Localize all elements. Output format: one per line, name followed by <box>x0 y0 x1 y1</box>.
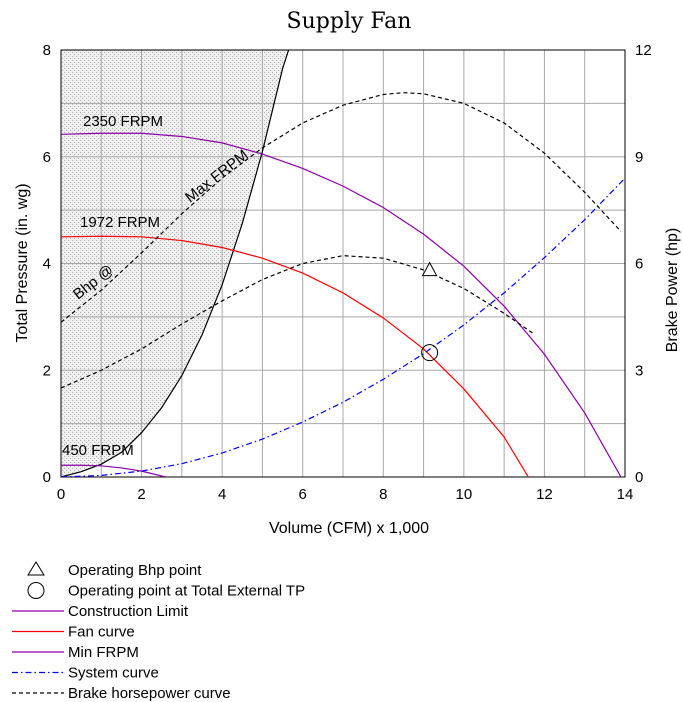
y-tick-label: 4 <box>43 256 51 273</box>
legend-item: Operating point at Total External TP <box>27 582 305 600</box>
x-tick-label: 8 <box>379 486 387 503</box>
y2-tick-label: 3 <box>635 362 643 379</box>
chart-title: Supply Fan <box>287 9 412 34</box>
min-frpm-line <box>61 464 166 477</box>
y-tick-label: 6 <box>43 149 51 166</box>
max-frpm-label: 2350 FRPM <box>83 113 163 130</box>
legend-label: System curve <box>68 665 159 682</box>
legend-circle-icon <box>27 582 45 599</box>
construction-limit-line <box>61 50 290 477</box>
x-tick-label: 2 <box>137 486 145 503</box>
legend-item: Brake horsepower curve <box>12 685 231 702</box>
min-frpm-label: 450 FRPM <box>62 442 134 459</box>
plot-frame <box>60 49 626 478</box>
fan-curve-line <box>61 235 529 477</box>
y2-axis-label: Brake Power (hp) <box>664 228 681 353</box>
legend-item: Fan curve <box>12 624 135 641</box>
legend-item: System curve <box>12 665 159 682</box>
legend-label: Operating point at Total External TP <box>68 583 305 600</box>
legend: Operating Bhp point Operating point at To… <box>12 561 305 702</box>
legend-label: Fan curve <box>68 624 135 641</box>
legend-label: Construction Limit <box>68 603 189 620</box>
x-tick-label: 6 <box>299 486 307 503</box>
operating-tp-marker <box>421 344 439 362</box>
x-tick-label: 0 <box>57 486 65 503</box>
y2-tick-label: 12 <box>635 42 652 59</box>
x-tick-label: 12 <box>536 486 553 503</box>
legend-triangle-icon <box>27 561 45 576</box>
x-tick-label: 10 <box>456 486 473 503</box>
y-axis-label: Total Pressure (in. wg) <box>14 183 31 342</box>
legend-item: Construction Limit <box>12 603 189 620</box>
y-tick-label: 0 <box>43 469 51 486</box>
y2-tick-label: 0 <box>635 469 643 486</box>
max-frpm-line <box>61 132 622 477</box>
operating-bhp-marker <box>421 261 438 277</box>
fan-frpm-label: 1972 FRPM <box>80 214 160 231</box>
x-tick-label: 14 <box>617 486 634 503</box>
y2-tick-label: 6 <box>635 256 643 273</box>
legend-label: Min FRPM <box>68 644 139 661</box>
legend-item: Operating Bhp point <box>27 561 202 579</box>
y-tick-label: 2 <box>43 362 51 379</box>
x-axis-label: Volume (CFM) x 1,000 <box>269 520 429 537</box>
bhp-max-line <box>61 92 622 323</box>
x-tick-label: 4 <box>218 486 226 503</box>
legend-item: Min FRPM <box>12 644 139 661</box>
y-tick-label: 8 <box>43 42 51 59</box>
y2-tick-label: 9 <box>635 149 643 166</box>
legend-label: Operating Bhp point <box>68 562 202 579</box>
legend-label: Brake horsepower curve <box>68 685 231 702</box>
